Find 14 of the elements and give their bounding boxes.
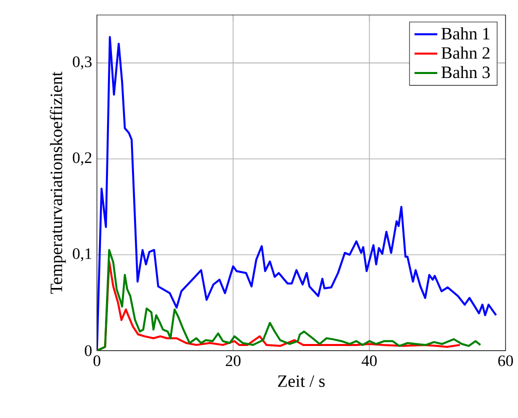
x-tick-label: 60 xyxy=(498,356,513,366)
y-tick-label: 0,1 xyxy=(72,248,92,262)
legend-label: Bahn 2 xyxy=(441,46,490,59)
y-tick-label: 0 xyxy=(84,345,92,356)
line-series xyxy=(96,249,482,351)
x-tick-label: 0 xyxy=(94,356,100,366)
y-axis-title: Temperaturvariationskoeffizient xyxy=(50,72,66,294)
y-tick-label: 0,2 xyxy=(72,152,92,166)
legend-label: Bahn 1 xyxy=(441,27,490,40)
legend-label: Bahn 3 xyxy=(441,66,490,78)
x-tick-label: 40 xyxy=(362,356,377,366)
x-tick-label: 20 xyxy=(226,356,241,366)
x-axis-title: Zeit / s xyxy=(278,376,325,388)
y-tick-label: 0,3 xyxy=(72,56,92,70)
